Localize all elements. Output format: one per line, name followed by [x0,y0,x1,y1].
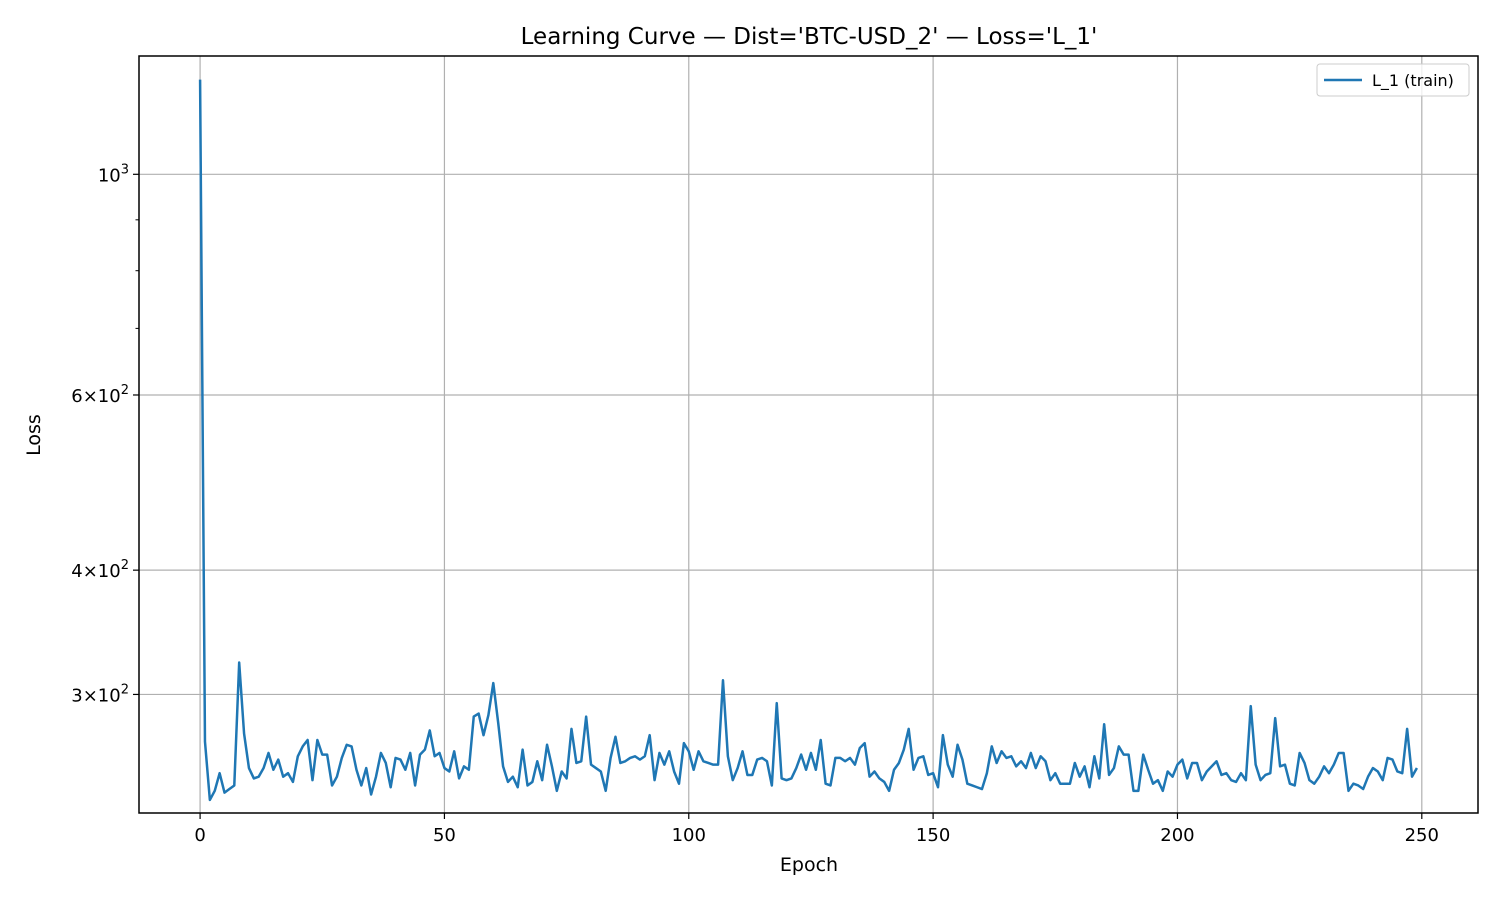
x-axis-title: Epoch [780,854,838,876]
axis-ticks: 0 50 100 150 200 250 3×102 4×102 6×102 103 [71,162,1439,846]
x-tick-label: 200 [1160,825,1194,846]
series-layer [198,79,1418,802]
y-axis-title: Loss [23,414,45,456]
legend-label: L_1 (train) [1372,71,1454,91]
legend-box [1316,63,1470,97]
series-line-l1-train [198,79,1418,802]
y-tick-label: 103 [98,162,129,186]
x-tick-label: 100 [672,825,706,846]
y-tick-label: 6×102 [71,383,129,407]
legend: L_1 (train) [1316,63,1470,97]
x-tick-label: 250 [1405,825,1439,846]
plot-frame [138,55,1479,814]
x-tick-label: 150 [916,825,950,846]
chart-title: Learning Curve — Dist='BTC-USD_2' — Loss… [521,24,1098,50]
y-tick-label: 4×102 [71,558,129,582]
x-tick-label: 0 [194,825,205,846]
grid-lines [139,56,1478,813]
y-tick-label: 3×102 [71,682,129,706]
x-tick-label: 50 [433,825,456,846]
